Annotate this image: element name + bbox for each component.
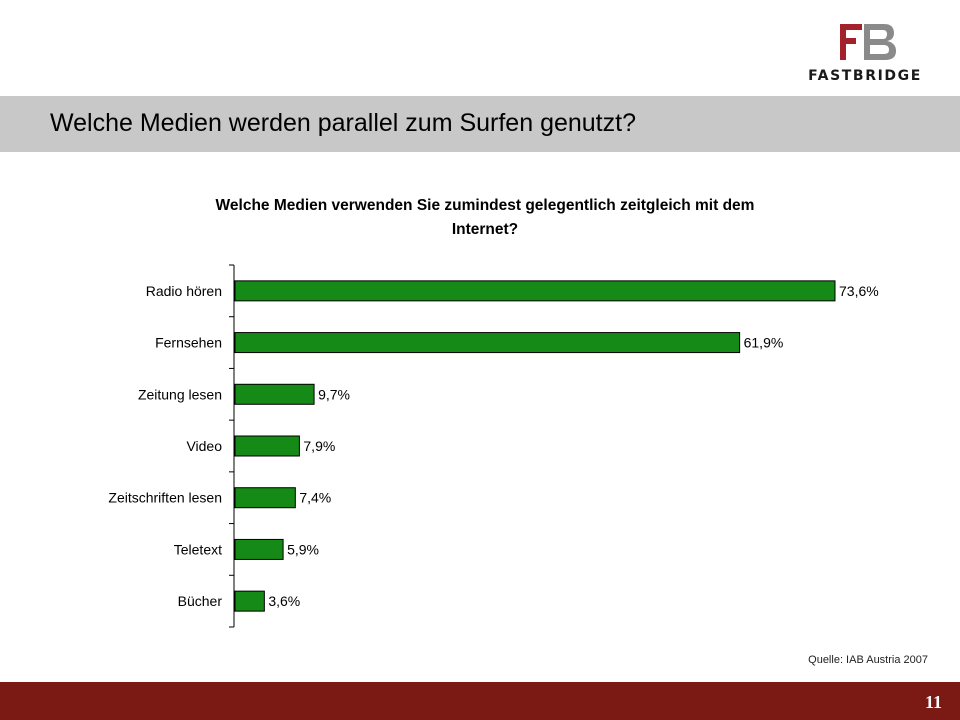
category-label: Teletext	[174, 541, 222, 557]
bar	[234, 538, 284, 560]
title-band	[0, 96, 960, 152]
source-note: Quelle: IAB Austria 2007	[808, 654, 928, 666]
bar	[234, 383, 315, 405]
bar	[234, 487, 296, 509]
value-label: 3,6%	[268, 593, 300, 609]
chart-title-line: Internet?	[452, 221, 518, 238]
bar	[234, 435, 300, 457]
category-label: Zeitung lesen	[138, 386, 222, 402]
y-axis-ticks	[229, 264, 234, 628]
chart-title: Welche Medien verwenden Sie zumindest ge…	[216, 197, 755, 238]
slide-title: Welche Medien werden parallel zum Surfen…	[50, 109, 636, 137]
fastbridge-logo: FASTBRIDGE	[790, 18, 940, 86]
value-label: 73,6%	[839, 283, 879, 299]
bar	[234, 590, 265, 612]
chart-title-line: Welche Medien verwenden Sie zumindest ge…	[216, 197, 755, 214]
category-label: Zeitschriften lesen	[108, 490, 222, 506]
value-label: 7,4%	[299, 490, 331, 506]
category-label: Fernsehen	[155, 335, 222, 351]
value-label: 5,9%	[287, 541, 319, 557]
category-label: Bücher	[178, 593, 223, 609]
value-labels: 73,6% 61,9% 9,7% 7,9% 7,4% 5,9% 3,6%	[268, 283, 878, 609]
bar-chart: Welche Medien verwenden Sie zumindest ge…	[108, 197, 879, 628]
logo-wordmark: FASTBRIDGE	[808, 68, 922, 84]
category-label: Radio hören	[146, 283, 222, 299]
category-labels: Radio hören Fernsehen Zeitung lesen Video Ze…	[108, 283, 222, 609]
value-label: 7,9%	[303, 438, 335, 454]
value-label: 9,7%	[318, 386, 350, 402]
bar	[234, 280, 836, 302]
bars	[234, 280, 836, 612]
logo-mark-icon	[840, 24, 896, 60]
footer-bar	[0, 682, 960, 720]
page-number: 11	[924, 692, 942, 712]
value-label: 61,9%	[744, 335, 784, 351]
category-label: Video	[186, 438, 222, 454]
bar	[234, 332, 741, 354]
